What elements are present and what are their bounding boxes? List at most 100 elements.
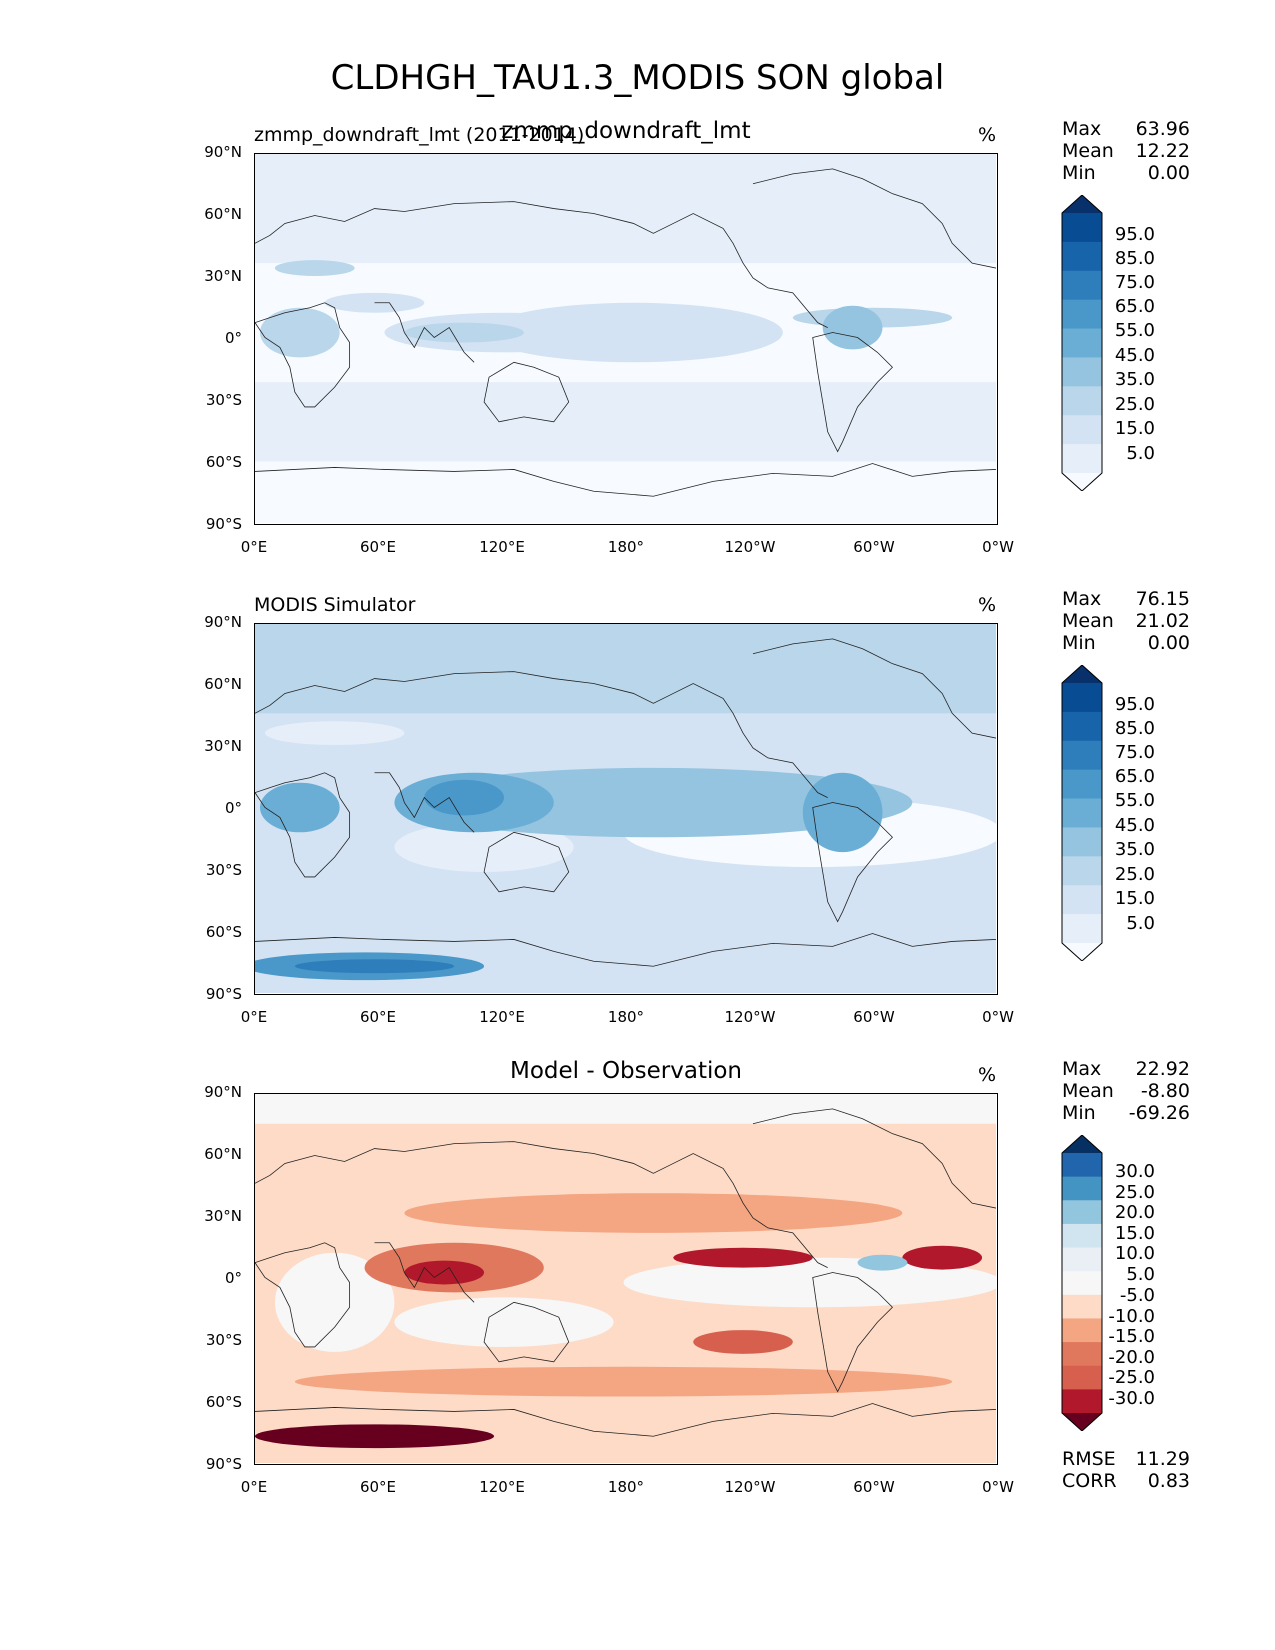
stats-box: Max 76.15 Mean 21.02 Min 0.00 [1062,588,1190,654]
colorbar-segment [1062,1223,1102,1249]
stat-label: Mean [1062,610,1114,632]
field-antarctic-core [294,959,455,974]
colorbar-label: 35.0 [1114,839,1155,860]
field-arctic [255,1094,996,1124]
map-area [254,153,998,525]
field-neutral-africa [274,1252,395,1352]
colorbar-outline [1061,1135,1103,1431]
colorbar-segment [1062,270,1102,301]
colorbar-segment [1062,914,1102,944]
colorbar [1061,665,1103,961]
colorbar-label: 75.0 [1114,742,1155,763]
metric-label: RMSE [1062,1448,1116,1470]
colorbar-segment [1062,1271,1102,1296]
lat-tick: 30°S [205,1331,242,1349]
colorbar-extend-top [1062,665,1102,683]
field-amazon [802,772,883,853]
colorbar-segment [1062,299,1102,330]
lat-tick: 60°N [204,1145,242,1163]
stat-label: Min [1062,162,1096,184]
metrics-box: RMSE 11.29 CORR 0.83 [1062,1448,1190,1492]
field-atlantic [902,1245,983,1270]
colorbar-label: 85.0 [1114,718,1155,739]
lon-tick: 60°E [359,538,397,556]
lat-tick: 60°N [204,675,242,693]
colorbar-segment [1062,241,1102,272]
lat-tick: 0° [224,799,242,817]
stats-box: Max 22.92 Mean -8.80 Min -69.26 [1062,1058,1190,1124]
lon-tick: 0°E [240,1008,268,1026]
colorbar-label: 45.0 [1114,345,1155,366]
figure-title: CLDHGH_TAU1.3_MODIS SON global [330,58,945,98]
lat-tick: 60°N [204,205,242,223]
lat-tick: 90°S [205,1455,242,1473]
lat-tick: 30°N [204,737,242,755]
units-label: % [978,594,997,616]
colorbar-label: 95.0 [1114,224,1155,245]
colorbar-segment [1062,856,1102,886]
field-maritime-core [424,779,504,816]
lon-tick: 120°E [479,1478,525,1496]
colorbar-segment [1062,357,1102,387]
lon-tick: 120°W [724,538,776,556]
units-label: % [978,124,997,146]
stat-label: Min [1062,632,1096,654]
field-mideast [274,260,355,277]
lon-tick: 120°E [479,1008,525,1026]
field-clear-indian [394,822,574,872]
panel-observation: MODIS Simulator % [0,470,1275,1026]
stat-value: -8.80 [1140,1080,1190,1102]
colorbar-label: 65.0 [1114,296,1155,317]
stat-value: 0.00 [1147,632,1190,654]
lat-tick: 90°N [204,143,242,161]
panel-left-title: MODIS Simulator [254,594,416,616]
colorbar-label: 5.0 [1126,1264,1155,1285]
colorbar-label: -10.0 [1108,1306,1155,1327]
coastlines [255,1108,996,1437]
contour-map [255,624,996,993]
colorbar-segment [1062,213,1102,243]
colorbar-segment [1062,827,1102,857]
colorbar-segment [1062,1294,1102,1319]
lat-tick: 0° [224,1269,242,1287]
lat-tick: 30°S [205,861,242,879]
field-band-north [255,624,996,714]
field-indian-subcontinent [324,292,425,313]
stat-value: 21.02 [1135,610,1190,632]
colorbar-segment [1062,1365,1102,1390]
colorbar-segment [1062,1153,1102,1178]
colorbar-label: 95.0 [1114,694,1155,715]
stat-value: 76.15 [1135,588,1190,610]
lon-tick: 180° [607,1008,645,1026]
lon-tick: 60°W [853,538,895,556]
colorbar-segment [1062,1342,1102,1367]
colorbar-label: 25.0 [1114,394,1155,415]
lat-tick: 90°N [204,1083,242,1101]
stat-label: Mean [1062,1080,1114,1102]
colorbar-label: 20.0 [1114,1202,1155,1223]
contour-map [255,154,996,523]
colorbar-segment [1062,1200,1102,1225]
colorbar-label: -30.0 [1108,1388,1155,1409]
colorbar-segment [1062,769,1102,800]
lat-tick: 30°N [204,1207,242,1225]
colorbar-label: 35.0 [1114,369,1155,390]
metric-value: 11.29 [1135,1448,1190,1470]
colorbar-segment [1062,444,1102,474]
lon-tick: 120°W [724,1008,776,1026]
field-neutral-pacific [623,1257,996,1308]
colorbar-extend-bottom [1062,1413,1102,1431]
colorbar-segment [1062,1176,1102,1201]
lat-tick: 60°S [205,453,242,471]
lon-tick: 180° [607,538,645,556]
colorbar-label: 15.0 [1114,418,1155,439]
stat-value: 22.92 [1135,1058,1190,1080]
colorbar-outline [1061,195,1103,491]
stat-value: 63.96 [1135,118,1190,140]
panel-center-title: Model - Observation [509,1058,743,1084]
coastlines [255,638,996,967]
colorbar-label: 15.0 [1114,1223,1155,1244]
colorbar-label: 25.0 [1114,864,1155,885]
lon-tick: 60°W [853,1008,895,1026]
colorbar-segment [1062,885,1102,915]
